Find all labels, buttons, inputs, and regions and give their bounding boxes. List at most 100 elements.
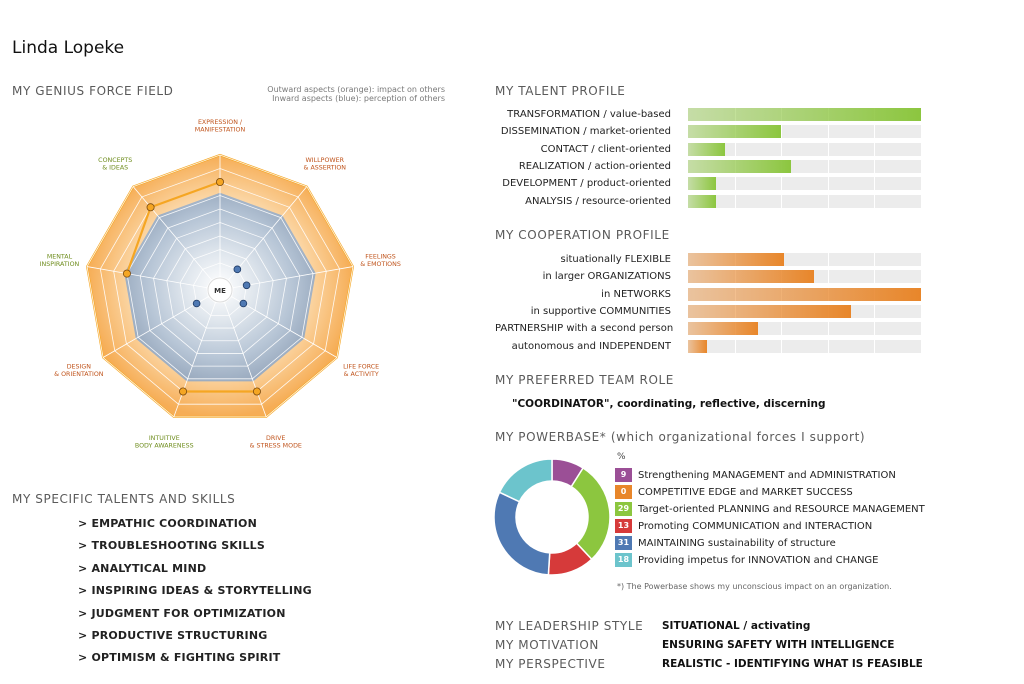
radar-spoke: [219, 186, 308, 291]
bar-track: [688, 287, 921, 301]
motivation-value: ENSURING SAFETY WITH INTELLIGENCE: [662, 639, 895, 651]
bar-fill: [688, 125, 782, 139]
powerbase-title: MY POWERBASE* (which organizational forc…: [495, 430, 866, 444]
radar-spoke: [132, 186, 221, 291]
talent-item: > PRODUCTIVE STRUCTURING: [78, 628, 268, 642]
bar-gridline: [781, 322, 783, 336]
bar-fill: [688, 322, 758, 336]
bar-fill: [688, 142, 726, 156]
bar-gridline: [827, 125, 829, 139]
radar-spoke: [219, 289, 267, 417]
leadership-style-value: SITUATIONAL / activating: [662, 620, 811, 632]
talents-title: MY SPECIFIC TALENTS AND SKILLS: [12, 492, 236, 506]
powerbase-footnote: *) The Powerbase shows my unconscious im…: [617, 582, 892, 591]
bar-label: PARTNERSHIP with a second person: [495, 323, 674, 335]
talent-item: > OPTIMISM & FIGHTING SPIRIT: [78, 651, 281, 665]
radar-grid-ring: [166, 235, 274, 342]
radar-axis-label: DRIVE & STRESS MODE: [250, 435, 302, 450]
bar-gridline: [734, 177, 736, 191]
bar-gridline: [827, 270, 829, 284]
bar-fill: [688, 159, 791, 173]
perspective-key: MY PERSPECTIVE: [495, 657, 606, 671]
bar-gridline: [734, 142, 736, 156]
bar-gridline: [827, 253, 829, 266]
talent-item: > TROUBLESHOOTING SKILLS: [78, 539, 265, 553]
bar-gridline: [781, 194, 783, 208]
bar-gridline: [874, 177, 876, 191]
radar-axis-label: WILLPOWER & ASSERTION: [304, 157, 347, 172]
powerbase-value-badge: 13: [615, 519, 632, 533]
bar-gridline: [827, 194, 829, 208]
radar-center: [207, 277, 233, 303]
leadership-style-key: MY LEADERSHIP STYLE: [495, 619, 644, 633]
team-role-value: "COORDINATOR", coordinating, reflective,…: [512, 398, 826, 410]
powerbase-legend-label: Promoting COMMUNICATION and INTERACTION: [638, 521, 873, 532]
bar-label: in supportive COMMUNITIES: [530, 305, 671, 317]
powerbase-percent-label: %: [617, 452, 626, 462]
powerbase-value-badge: 29: [615, 502, 632, 516]
bar-gridline: [734, 339, 736, 353]
bar-label: REALIZATION / action-oriented: [518, 160, 671, 172]
motivation-key: MY MOTIVATION: [495, 638, 599, 652]
bar-track: [688, 304, 921, 318]
talents-list: > EMPATHIC COORDINATION > TROUBLESHOOTIN…: [78, 517, 312, 674]
radar-grid-ring: [192, 262, 248, 316]
legend-outward: Outward aspects (orange): impact on othe…: [267, 85, 445, 94]
radar-spoke: [102, 289, 221, 358]
powerbase-value-badge: 18: [615, 553, 632, 567]
powerbase-value-badge: 0: [615, 485, 632, 499]
inward-point: [233, 265, 242, 274]
bar-row: in supportive COMMUNITIES: [495, 303, 925, 320]
bar-label: DISSEMINATION / market-oriented: [500, 126, 671, 138]
outward-point: [146, 203, 155, 212]
genius-legend-note: Outward aspects (orange): impact on othe…: [225, 85, 445, 103]
bar-track: [688, 159, 921, 173]
bar-row: DISSEMINATION / market-oriented: [495, 123, 925, 140]
outward-point: [215, 178, 224, 187]
talent-item: > INSPIRING IDEAS & STORYTELLING: [78, 584, 312, 598]
bar-track: [688, 339, 921, 353]
bar-gridline: [874, 322, 876, 336]
team-role-title: MY PREFERRED TEAM ROLE: [495, 373, 674, 387]
bar-fill: [688, 177, 716, 191]
radar-axis-label: CONCEPTS & IDEAS: [98, 157, 132, 172]
radar-axis-label: FEELINGS & EMOTIONS: [360, 254, 401, 269]
genius-title: MY GENIUS FORCE FIELD: [12, 84, 174, 98]
powerbase-legend-label: COMPETITIVE EDGE and MARKET SUCCESS: [638, 487, 853, 498]
outward-series-line: [125, 206, 152, 274]
bar-track: [688, 270, 921, 284]
powerbase-donut-chart: [493, 458, 611, 576]
bar-track: [688, 125, 921, 139]
powerbase-value-badge: 9: [615, 468, 632, 482]
powerbase-value-badge: 31: [615, 536, 632, 550]
outward-point: [252, 387, 261, 396]
bar-gridline: [874, 304, 876, 318]
radar-spoke: [219, 289, 338, 358]
bar-row: REALIZATION / action-oriented: [495, 158, 925, 175]
donut-slice: [498, 458, 553, 503]
talent-profile-title: MY TALENT PROFILE: [495, 84, 626, 98]
radar-axis-label: DESIGN & ORIENTATION: [54, 364, 104, 379]
bar-fill: [688, 270, 814, 284]
bar-fill: [688, 304, 852, 318]
bar-gridline: [781, 339, 783, 353]
bar-row: DEVELOPMENT / product-oriented: [495, 175, 925, 192]
bar-gridline: [827, 142, 829, 156]
bar-label: ANALYSIS / resource-oriented: [525, 195, 671, 207]
bar-label: autonomous and INDEPENDENT: [511, 340, 671, 352]
radar-center-label: ME: [214, 287, 226, 295]
bar-row: in larger ORGANIZATIONS: [495, 268, 925, 285]
radar-axis-label: EXPRESSION / MANIFESTATION: [195, 119, 246, 134]
bar-row: TRANSFORMATION / value-based: [495, 106, 925, 123]
bar-track: [688, 194, 921, 208]
bar-track: [688, 177, 921, 191]
bar-track: [688, 142, 921, 156]
powerbase-legend-label: Providing impetus for INNOVATION and CHA…: [638, 555, 879, 566]
person-name: Linda Lopeke: [12, 38, 125, 58]
radar-axis-label: LIFE FORCE & ACTIVITY: [343, 364, 379, 379]
bar-row: situationally FLEXIBLE: [495, 251, 925, 268]
bar-track: [688, 108, 921, 121]
outward-series-line: [150, 180, 221, 209]
radar-axis-label: MENTAL INSPIRATION: [40, 254, 80, 269]
bar-label: in NETWORKS: [601, 288, 671, 300]
